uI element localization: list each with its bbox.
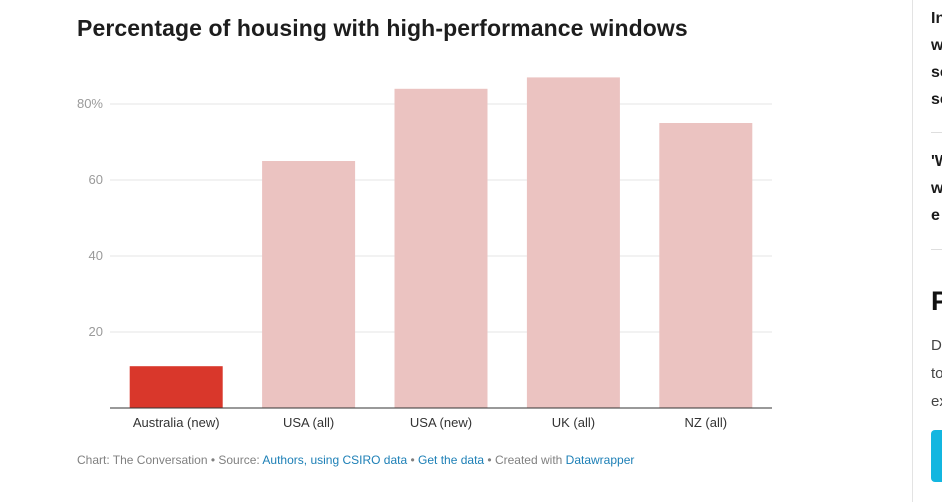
related-article-1-line: In <box>931 10 942 27</box>
datawrapper-link[interactable]: Datawrapper <box>565 453 635 467</box>
bar-chart: 20 40 60 80% Australia (new) USA (all) USA (ne… <box>77 77 772 430</box>
x-tick-label: NZ (all) <box>684 415 727 430</box>
sidebar-paragraph-line: ex <box>931 393 942 410</box>
axis-labels: 20 40 60 80% Australia (new) USA (all) USA (ne… <box>77 96 772 430</box>
related-article-2-line: 'W <box>931 153 942 170</box>
sidebar-divider <box>931 249 942 250</box>
bar[interactable] <box>262 161 356 408</box>
x-tick-label: UK (all) <box>552 415 595 430</box>
y-tick-label: 80% <box>77 96 103 111</box>
chart-footer: Chart: The Conversation • Source: Author… <box>77 453 634 467</box>
footer-prefix: Chart: The Conversation • Source: <box>77 453 263 467</box>
x-tick-label: USA (all) <box>283 415 334 430</box>
related-article-1[interactable]: In w se se <box>931 5 942 113</box>
related-articles-sidebar: In w se se 'W w e P D to ex <box>912 0 942 502</box>
source-link[interactable]: Authors, using CSIRO data <box>262 453 408 467</box>
sidebar-heading: P <box>931 286 942 317</box>
bar[interactable] <box>394 88 488 409</box>
bar[interactable] <box>129 366 223 408</box>
related-article-1-line: se <box>931 64 942 81</box>
sidebar-paragraph-line: D <box>931 337 942 354</box>
chart-title: Percentage of housing with high-performa… <box>77 15 688 41</box>
y-tick-label: 20 <box>89 324 103 339</box>
footer-created-with: • Created with <box>484 453 566 467</box>
footer-separator: • <box>407 453 419 467</box>
related-article-2-line: e <box>931 207 940 224</box>
y-tick-label: 60 <box>89 172 103 187</box>
sidebar-paragraph: D to ex <box>931 332 942 416</box>
sidebar-divider <box>931 132 942 133</box>
sidebar-paragraph-line: to <box>931 365 942 382</box>
y-tick-label: 40 <box>89 248 103 263</box>
bar[interactable] <box>526 77 620 409</box>
get-data-link[interactable]: Get the data <box>418 453 485 467</box>
related-article-2[interactable]: 'W w e <box>931 148 942 229</box>
related-article-1-line: w <box>931 32 942 59</box>
related-article-1-line: se <box>931 91 942 108</box>
bar[interactable] <box>659 123 753 408</box>
x-tick-label: Australia (new) <box>133 415 220 430</box>
bars <box>129 77 753 409</box>
sidebar-cta-button[interactable] <box>931 430 942 482</box>
related-article-2-line: w <box>931 175 942 202</box>
x-tick-label: USA (new) <box>410 415 472 430</box>
